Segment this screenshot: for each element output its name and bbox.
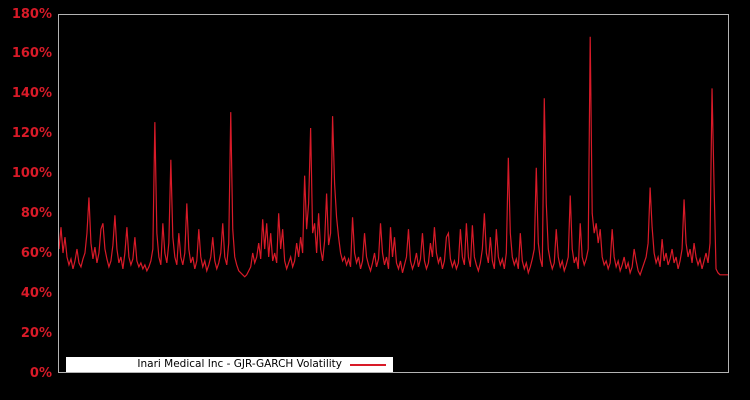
y-tick-label: 160% [11, 46, 52, 62]
y-tick-label: 100% [11, 166, 52, 182]
y-tick-label: 120% [11, 126, 52, 142]
volatility-line-svg [59, 36, 728, 278]
y-tick-label: 20% [20, 325, 52, 341]
chart-legend: Inari Medical Inc - GJR-GARCH Volatility [66, 357, 393, 372]
plot-area [58, 14, 729, 373]
volatility-line-series [59, 36, 728, 278]
legend-line-sample-icon [350, 363, 386, 366]
y-tick-label: 80% [20, 205, 52, 221]
legend-label: Inari Medical Inc - GJR-GARCH Volatility [137, 358, 342, 370]
y-axis-tick-labels: 0% 20% 40% 60% 80% 100% 120% 140% 160% 180% [0, 0, 52, 400]
y-tick-label: 40% [20, 285, 52, 301]
y-tick-label: 140% [11, 86, 52, 102]
y-tick-label: 0% [29, 365, 52, 381]
y-tick-label: 180% [11, 6, 52, 22]
y-tick-label: 60% [20, 245, 52, 261]
